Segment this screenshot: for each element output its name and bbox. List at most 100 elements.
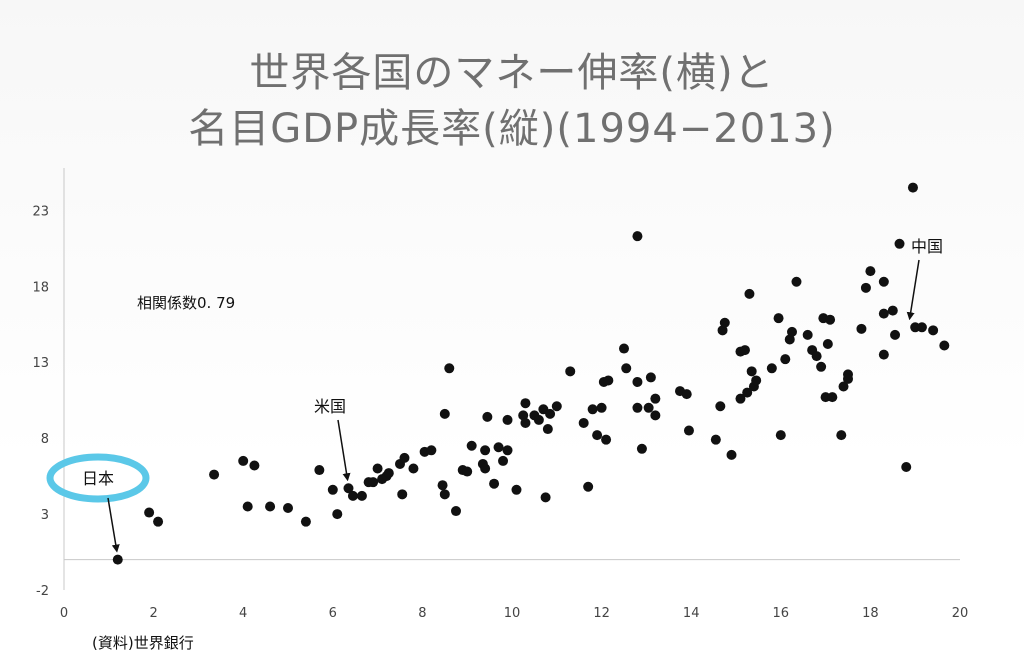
data-point [596,402,607,413]
data-point [408,463,419,474]
data-point [439,489,450,500]
data-point [894,238,905,249]
data-point [645,372,656,383]
data-point [583,481,594,492]
data-point [856,323,867,334]
data-point [825,314,836,325]
data-point [347,490,358,501]
data-point [451,506,461,517]
data-point [843,373,853,384]
data-point [587,404,598,415]
data-point [650,393,661,404]
data-point [887,305,898,316]
data-point [144,507,155,518]
data-point [787,326,797,337]
data-point [489,478,500,489]
y-tick-label: 18 [32,280,49,295]
data-point [533,414,544,425]
data-point [343,483,354,494]
annotation-label: 日本 [82,469,114,488]
data-point [601,434,612,445]
data-point [372,463,383,474]
data-point [739,345,750,356]
data-point [775,430,786,441]
data-point [773,313,784,324]
data-point [493,442,504,453]
data-point [153,516,164,527]
data-point [426,445,437,456]
annotation-label: 中国 [911,237,943,256]
data-point [878,349,889,360]
data-point [520,417,531,428]
data-point [643,402,654,413]
y-tick-label: 3 [41,508,49,523]
data-point [603,375,614,386]
data-point [545,408,556,419]
x-tick-label: 20 [952,606,969,621]
data-point [865,266,876,277]
x-tick-label: 0 [60,606,68,621]
data-point [650,410,661,421]
data-point [356,490,367,501]
data-point [632,402,643,413]
data-point [860,282,871,293]
data-point [551,401,562,412]
data-point [836,430,847,441]
y-tick-label: -2 [36,584,49,599]
data-point [480,463,491,474]
data-point [518,410,529,421]
data-point [726,449,737,460]
data-point [327,484,338,495]
data-point [397,489,408,500]
data-point [715,401,726,412]
data-point [744,288,755,299]
data-point [717,325,728,336]
annotation-arrow [337,419,351,482]
data-point [683,425,694,436]
data-point [332,509,343,520]
data-point [368,477,379,488]
data-point [939,340,950,351]
data-point [735,393,746,404]
x-tick-label: 6 [329,606,337,621]
data-point [719,317,730,328]
data-point [802,329,813,340]
data-point [822,339,833,349]
data-point [621,363,632,374]
data-point [439,408,450,419]
data-point [565,366,576,377]
data-point [242,501,253,512]
data-point [399,452,410,463]
data-point [249,460,260,471]
correlation-label: 相関係数0. 79 [137,294,235,312]
data-point [444,363,455,374]
data-point [502,445,513,456]
data-point [498,455,509,466]
data-point [314,465,325,476]
data-point [265,501,276,512]
data-point [746,366,757,377]
data-point [632,231,643,242]
data-point [542,424,553,435]
data-point [383,468,394,479]
data-point [578,417,589,428]
data-point [928,325,939,336]
data-point [811,351,822,362]
y-tick-label: 13 [32,356,49,371]
chart-title-line-2: 名目GDP成長率(縦)(1994−2013) [188,106,836,152]
data-point [482,411,493,422]
data-point [632,376,643,387]
data-point [916,322,927,333]
data-point [784,334,795,345]
data-point [816,361,827,372]
data-point [890,329,901,340]
data-point [437,480,448,491]
x-tick-label: 2 [149,606,157,621]
x-tick-label: 12 [593,606,610,621]
data-point [540,492,551,503]
y-tick-label: 23 [32,204,49,219]
data-point [791,276,802,287]
data-point [827,392,838,403]
source-note: (資料)世界銀行 [92,634,194,652]
